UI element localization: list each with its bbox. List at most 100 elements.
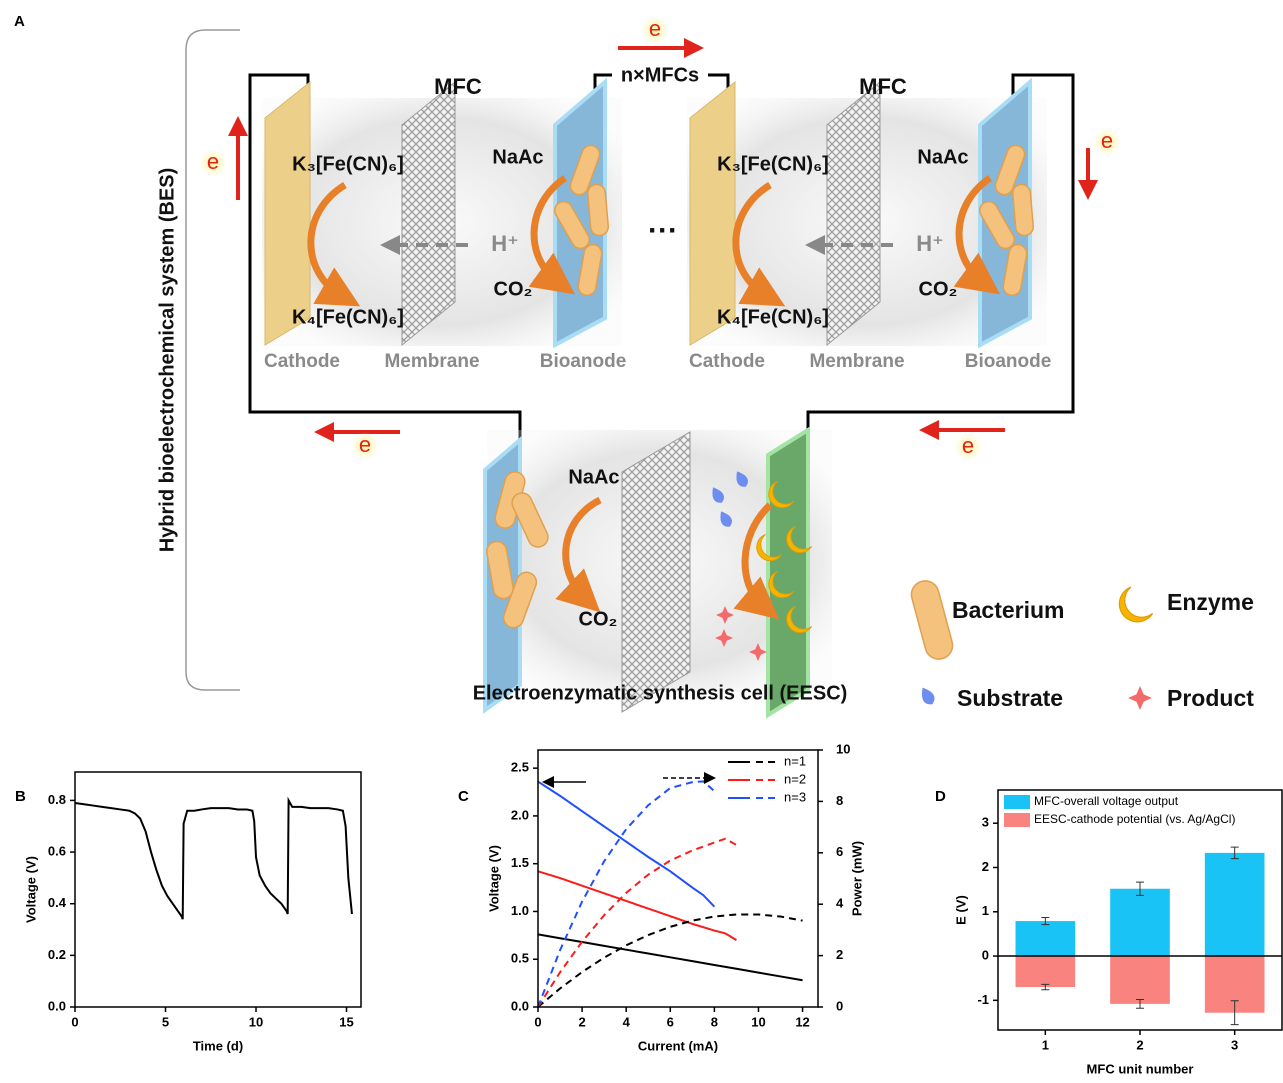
x-tick-label: 4 xyxy=(623,1014,631,1029)
y-axis-title: Voltage (V) xyxy=(23,856,38,923)
bacterium xyxy=(1012,184,1034,237)
y-tick-label: 0.5 xyxy=(511,951,529,966)
chart: CVoltage (V)Current (mA)0.00.51.01.52.02… xyxy=(458,741,864,1053)
panel-label: D xyxy=(935,788,946,805)
y2-tick-label: 8 xyxy=(836,793,843,808)
cell-title: MFC xyxy=(434,74,482,99)
chart: DE (V)MFC unit number-10123123MFC-overal… xyxy=(935,788,1282,1076)
x-tick-label: 2 xyxy=(1136,1037,1143,1052)
legend-label: n=1 xyxy=(784,753,806,768)
substrate: NaAc xyxy=(917,146,968,168)
y-tick-label: 0.4 xyxy=(48,895,67,910)
x-tick-label: 3 xyxy=(1231,1037,1238,1052)
y2-tick-label: 6 xyxy=(836,844,843,859)
legend-swatch xyxy=(1004,795,1030,809)
x-tick-label: 0 xyxy=(534,1014,541,1029)
power-curve xyxy=(538,914,803,1007)
y-tick-label: 0.8 xyxy=(48,792,66,807)
cathode-label: Cathode xyxy=(689,351,765,372)
product-star xyxy=(1128,686,1152,710)
membrane-label: Membrane xyxy=(384,351,479,372)
cell-title: MFC xyxy=(859,74,907,99)
y-tick-label: 0.2 xyxy=(48,947,66,962)
membrane xyxy=(827,82,880,345)
panel-label: A xyxy=(14,13,25,30)
electron-label: e xyxy=(1101,128,1113,153)
enzyme xyxy=(1119,587,1152,622)
bacterium xyxy=(587,184,609,237)
y-tick-label: 2.0 xyxy=(511,807,529,822)
y2-tick-label: 10 xyxy=(836,741,850,756)
product: CO₂ xyxy=(494,278,533,300)
data-line xyxy=(75,800,352,919)
data-line xyxy=(538,934,803,980)
legend-label: n=2 xyxy=(784,771,806,786)
x-tick-label: 12 xyxy=(795,1014,809,1029)
oxidant: K₃[Fe(CN)₆] xyxy=(717,153,829,175)
y-tick-label: -1 xyxy=(977,992,989,1007)
x-tick-label: 0 xyxy=(71,1014,78,1029)
bar xyxy=(1016,956,1076,987)
panel-label: C xyxy=(458,788,469,805)
y-axis-title: Voltage (V) xyxy=(486,845,501,912)
panel-label: B xyxy=(15,788,26,805)
panel-a: A Hybrid bioelectrochemical system (BES) n… xyxy=(14,13,1254,715)
legend-label: Substrate xyxy=(957,685,1063,711)
y2-tick-label: 4 xyxy=(836,896,844,911)
legend-label: EESC-cathode potential (vs. Ag/AgCl) xyxy=(1034,812,1235,826)
y-tick-label: 2.5 xyxy=(511,760,529,775)
product: CO₂ xyxy=(919,278,958,300)
y2-axis-title: Power (mW) xyxy=(849,841,864,916)
x-tick-label: 10 xyxy=(751,1014,765,1029)
y2-tick-label: 2 xyxy=(836,947,843,962)
bar xyxy=(1016,921,1076,956)
x-axis-title: Time (d) xyxy=(193,1038,243,1053)
electron-label: e xyxy=(359,432,371,457)
anode-label: Bioanode xyxy=(965,351,1052,372)
y-tick-label: 2 xyxy=(982,859,989,874)
x-tick-label: 5 xyxy=(162,1014,169,1029)
legend-label: Bacterium xyxy=(952,597,1064,623)
cell-title: Electroenzymatic synthesis cell (EESC) xyxy=(473,682,848,704)
y-tick-label: 1.0 xyxy=(511,903,529,918)
series-label: n×MFCs xyxy=(621,64,699,86)
legend-label: Enzyme xyxy=(1167,589,1254,615)
bar xyxy=(1110,956,1170,1004)
charts: B Voltage (V) Time (d) 0.0 0.2 0.4 0.6 0.8 0 5 10 1… xyxy=(15,741,1282,1076)
x-tick-label: 2 xyxy=(578,1014,585,1029)
data-line xyxy=(538,782,714,907)
product: CO₂ xyxy=(579,608,618,630)
reductant: K₄[Fe(CN)₆] xyxy=(717,306,829,328)
legend-label: Product xyxy=(1167,685,1254,711)
y-tick-label: 0.6 xyxy=(48,843,66,858)
reductant: K₄[Fe(CN)₆] xyxy=(292,306,404,328)
plot-frame xyxy=(538,750,818,1007)
y-axis-title: E (V) xyxy=(953,895,968,925)
bracket xyxy=(186,30,240,690)
oxidant: K₃[Fe(CN)₆] xyxy=(292,153,404,175)
membrane xyxy=(622,432,690,712)
legend-label: MFC-overall voltage output xyxy=(1034,794,1179,808)
y-tick-label: 0 xyxy=(982,947,989,962)
x-axis-title: Current (mA) xyxy=(638,1038,718,1053)
data-line xyxy=(538,871,736,940)
electron-label: e xyxy=(207,149,219,174)
y-tick-label: 0.0 xyxy=(48,998,66,1013)
electron-label: e xyxy=(962,433,974,458)
bar xyxy=(1205,853,1265,956)
substrate: NaAc xyxy=(492,146,543,168)
cathode-plate xyxy=(768,430,808,715)
substrate: NaAc xyxy=(568,466,619,488)
substrate-drop xyxy=(918,685,938,707)
x-axis-title: MFC unit number xyxy=(1087,1061,1194,1076)
figure: A Hybrid bioelectrochemical system (BES) n… xyxy=(0,0,1283,1083)
y-tick-label: 1.5 xyxy=(511,855,529,870)
x-tick-label: 8 xyxy=(711,1014,718,1029)
y-tick-label: 3 xyxy=(982,815,989,830)
x-tick-label: 15 xyxy=(339,1014,353,1029)
system-label: Hybrid bioelectrochemical system (BES) xyxy=(156,168,178,553)
membrane-label: Membrane xyxy=(809,351,904,372)
bacterium xyxy=(908,578,955,662)
membrane xyxy=(402,82,455,345)
